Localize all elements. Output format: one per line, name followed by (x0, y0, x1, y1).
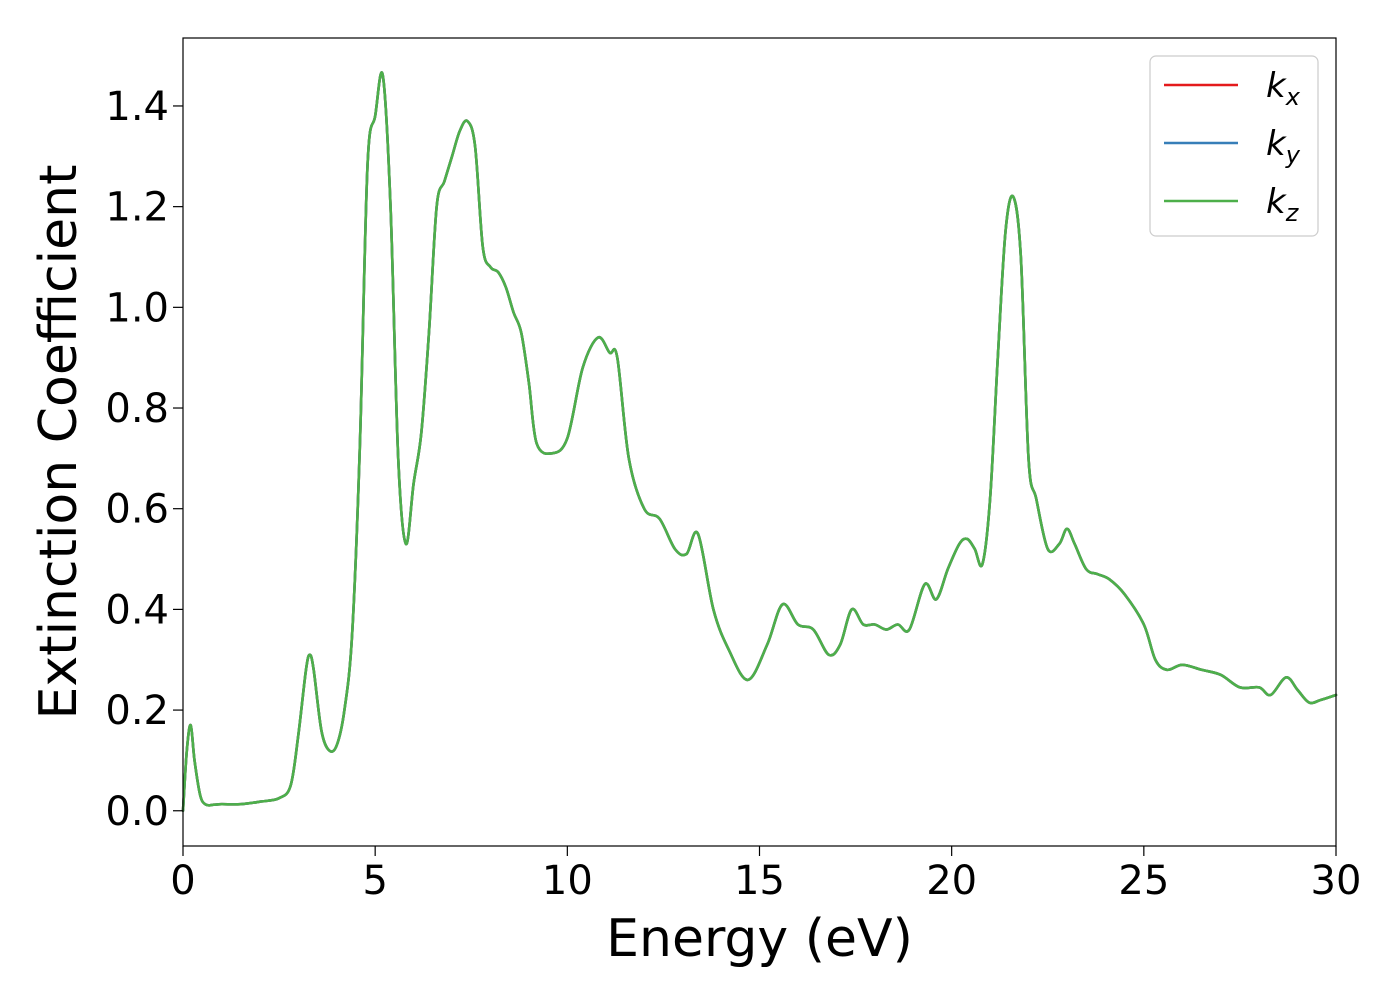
y-tick-label: 0.4 (105, 587, 169, 633)
x-tick-label: 15 (734, 858, 785, 904)
series-layer (181, 71, 1338, 813)
legend-label-ky: ky (1266, 124, 1301, 169)
y-tick-label: 1.2 (105, 185, 169, 231)
x-tick-label: 10 (542, 858, 593, 904)
x-tick-label: 25 (1118, 858, 1169, 904)
y-tick-label: 0.6 (105, 487, 169, 533)
y-axis-ticks: 0.0 0.2 0.4 0.6 0.8 1.0 1.2 1.4 (105, 84, 183, 835)
x-axis-ticks: 0 5 10 15 20 25 30 (170, 846, 1361, 904)
x-tick-label: 30 (1311, 858, 1362, 904)
legend: kx ky kz (1149, 55, 1319, 237)
x-tick-label: 0 (170, 858, 195, 904)
legend-label-kx: kx (1266, 66, 1301, 111)
y-axis-label: Extinction Coefficient (29, 165, 89, 720)
y-tick-label: 1.0 (105, 285, 169, 331)
legend-label-kz: kz (1266, 182, 1300, 227)
y-tick-label: 1.4 (105, 84, 169, 130)
y-tick-label: 0.2 (105, 688, 169, 734)
legend-box (1149, 55, 1319, 237)
x-tick-label: 5 (362, 858, 387, 904)
series-line-kz (181, 71, 1338, 813)
y-tick-label: 0.0 (105, 789, 169, 835)
x-axis-label: Energy (eV) (606, 909, 913, 969)
y-tick-label: 0.8 (105, 386, 169, 432)
x-tick-label: 20 (926, 858, 977, 904)
